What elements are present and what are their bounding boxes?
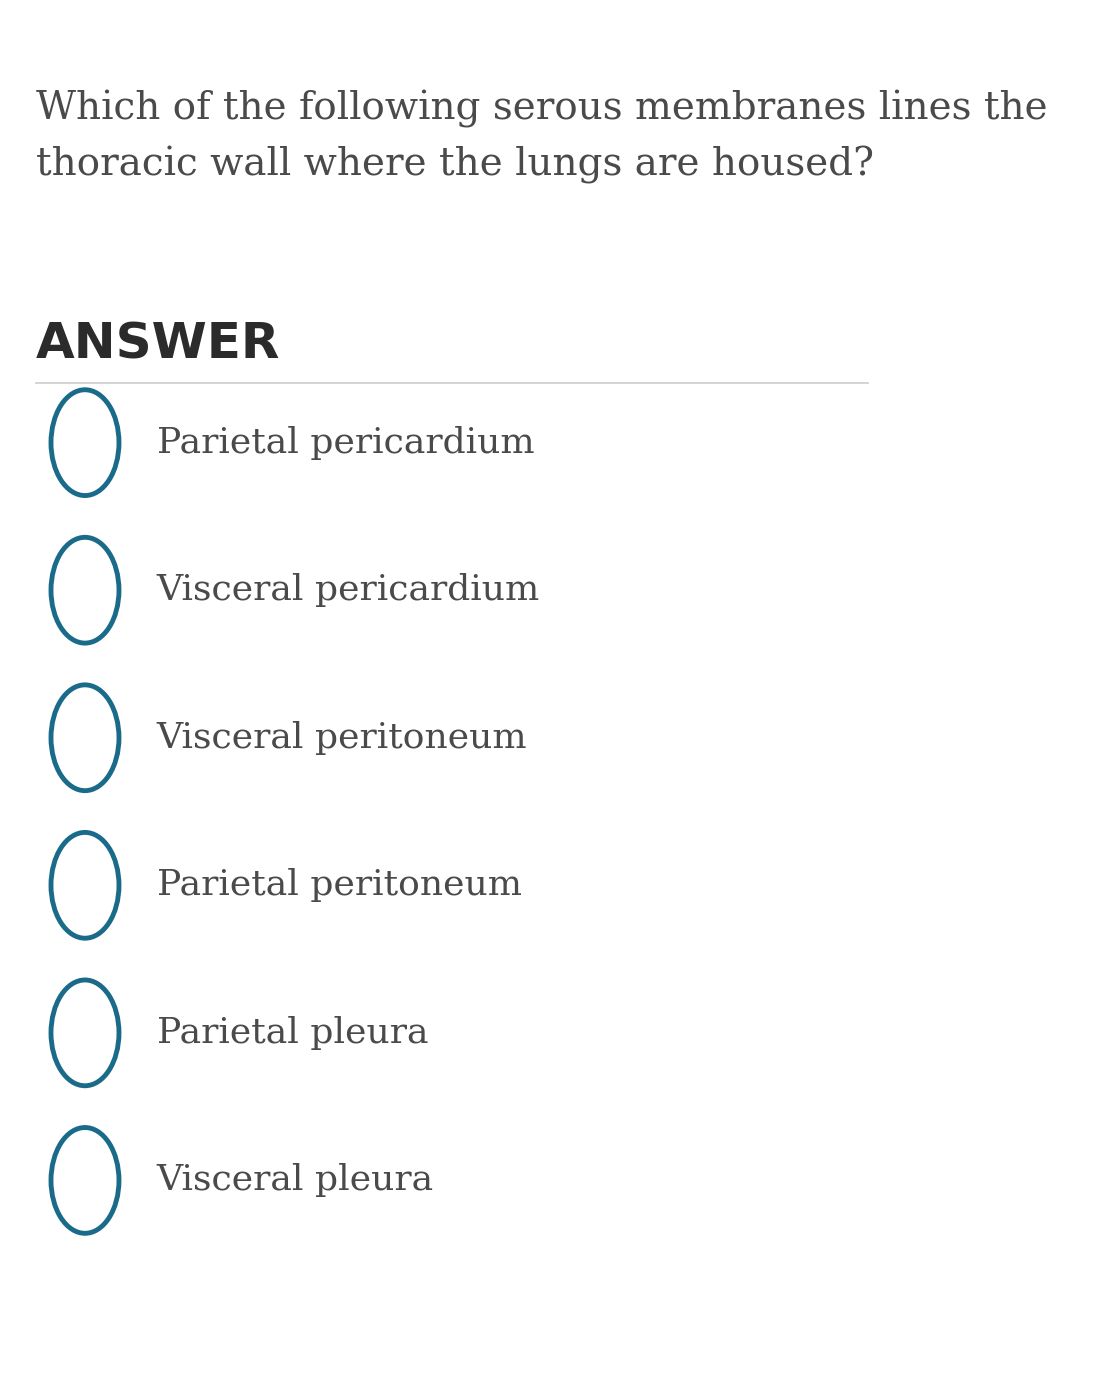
Circle shape bbox=[51, 980, 119, 1086]
Circle shape bbox=[51, 832, 119, 938]
Circle shape bbox=[51, 390, 119, 496]
Text: ANSWER: ANSWER bbox=[36, 320, 280, 367]
Text: thoracic wall where the lungs are housed?: thoracic wall where the lungs are housed… bbox=[36, 146, 873, 184]
Text: Visceral pleura: Visceral pleura bbox=[156, 1164, 434, 1197]
Circle shape bbox=[51, 1128, 119, 1233]
Text: Parietal pleura: Parietal pleura bbox=[156, 1016, 428, 1050]
Circle shape bbox=[51, 685, 119, 791]
Text: Visceral peritoneum: Visceral peritoneum bbox=[156, 721, 527, 754]
Circle shape bbox=[51, 537, 119, 643]
Text: Parietal peritoneum: Parietal peritoneum bbox=[156, 869, 521, 902]
Text: Parietal pericardium: Parietal pericardium bbox=[156, 426, 534, 459]
Text: Visceral pericardium: Visceral pericardium bbox=[156, 574, 540, 607]
Text: Which of the following serous membranes lines the: Which of the following serous membranes … bbox=[36, 90, 1047, 128]
